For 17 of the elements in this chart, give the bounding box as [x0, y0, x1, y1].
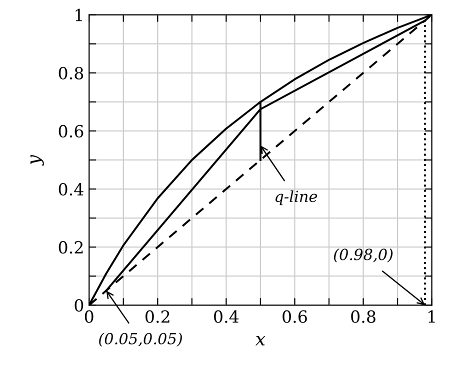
- annotation: (0.98,0): [334, 248, 393, 262]
- annotation: q-line: [276, 190, 318, 206]
- y-tick-label: 0: [74, 299, 84, 312]
- x-tick-label: 1: [428, 310, 435, 323]
- y-tick-label: 0.8: [58, 66, 84, 80]
- y-tick-label: 1: [76, 8, 82, 22]
- y-axis-title: y: [30, 154, 44, 166]
- x-tick-label: 0.8: [351, 310, 376, 323]
- x-tick-label: 0: [84, 310, 94, 323]
- x-tick-label: 0.2: [146, 310, 170, 323]
- y-tick-label: 0.2: [58, 241, 83, 254]
- x-tick-label: 0.4: [214, 310, 239, 323]
- x-axis-title: x: [255, 336, 266, 346]
- y-tick-label: 0.6: [58, 124, 84, 138]
- y-tick-label: 0.4: [58, 182, 84, 196]
- annotation: (0.05,0.05): [99, 332, 182, 347]
- x-tick-label: 0.6: [282, 310, 307, 323]
